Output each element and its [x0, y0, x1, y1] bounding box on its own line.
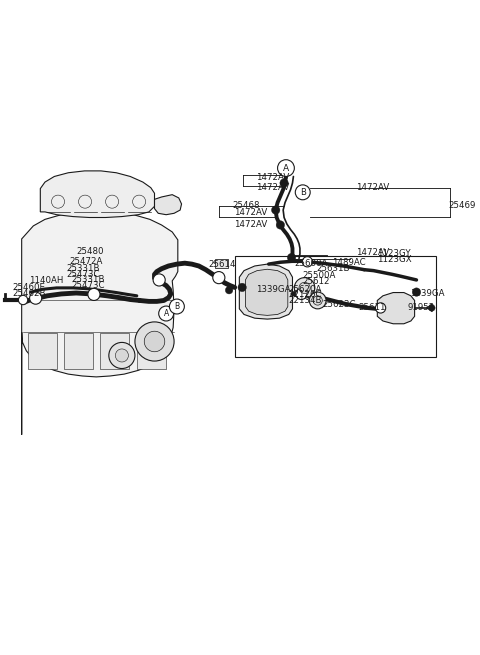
Text: 25468: 25468: [232, 201, 260, 210]
Text: 25623C: 25623C: [322, 300, 356, 309]
Text: 1472AV: 1472AV: [356, 183, 389, 192]
Text: B: B: [174, 302, 180, 311]
Bar: [100, 333, 129, 369]
Circle shape: [295, 185, 310, 200]
Text: 1140AH: 1140AH: [29, 276, 63, 286]
Circle shape: [169, 299, 184, 314]
Circle shape: [30, 292, 42, 304]
Text: 1472AV: 1472AV: [356, 248, 389, 257]
Bar: [64, 333, 93, 369]
Circle shape: [226, 286, 233, 294]
Text: 25469: 25469: [448, 201, 476, 210]
Circle shape: [213, 272, 225, 284]
Text: 1339GA: 1339GA: [410, 290, 444, 299]
Text: 1489AC: 1489AC: [332, 258, 365, 267]
Circle shape: [159, 306, 174, 321]
Circle shape: [412, 288, 420, 296]
Text: 25331B: 25331B: [66, 264, 99, 273]
Polygon shape: [40, 171, 155, 217]
Polygon shape: [245, 269, 288, 315]
Polygon shape: [240, 264, 292, 319]
Text: B: B: [300, 188, 306, 196]
Circle shape: [135, 322, 174, 361]
Text: 1472AV: 1472AV: [234, 219, 267, 229]
Text: 25462B: 25462B: [12, 290, 46, 299]
Text: 25614: 25614: [209, 259, 236, 269]
Circle shape: [280, 179, 288, 187]
Circle shape: [313, 296, 322, 305]
Circle shape: [272, 206, 280, 214]
Circle shape: [277, 160, 294, 176]
Text: 1123GY: 1123GY: [377, 250, 411, 258]
Text: 25631B: 25631B: [317, 264, 350, 273]
Circle shape: [302, 257, 312, 267]
Circle shape: [296, 288, 307, 299]
Text: 1472AV: 1472AV: [234, 208, 267, 217]
Text: 1123GX: 1123GX: [377, 255, 412, 264]
Text: 25612: 25612: [303, 277, 330, 286]
Text: 22126C: 22126C: [289, 290, 322, 299]
Text: 22134B: 22134B: [289, 296, 322, 305]
Bar: [28, 333, 57, 369]
Text: 25620A: 25620A: [289, 285, 322, 294]
Circle shape: [115, 349, 129, 362]
Text: 25473C: 25473C: [66, 270, 99, 279]
Circle shape: [109, 343, 135, 369]
Text: 25331B: 25331B: [72, 276, 105, 284]
Circle shape: [18, 295, 28, 305]
Circle shape: [153, 274, 165, 286]
Bar: [235, 255, 436, 358]
Text: A: A: [164, 309, 169, 318]
Circle shape: [288, 253, 296, 262]
Polygon shape: [22, 211, 178, 435]
Text: 25611: 25611: [359, 303, 386, 312]
Text: 91952: 91952: [407, 303, 434, 312]
Text: 25600A: 25600A: [294, 259, 328, 268]
Text: 1472AV: 1472AV: [256, 183, 289, 192]
Polygon shape: [155, 195, 181, 215]
Text: 25472A: 25472A: [70, 257, 103, 266]
Circle shape: [429, 305, 435, 311]
Polygon shape: [377, 293, 415, 324]
Bar: [137, 333, 166, 369]
Text: 25473C: 25473C: [72, 281, 105, 290]
Circle shape: [88, 288, 100, 301]
Text: 1472AV: 1472AV: [256, 173, 289, 182]
Text: 25480: 25480: [76, 248, 104, 257]
Text: A: A: [283, 164, 289, 172]
Circle shape: [309, 292, 326, 309]
Bar: [215, 259, 228, 268]
Circle shape: [276, 221, 285, 229]
Text: 25460E: 25460E: [12, 283, 45, 292]
Circle shape: [238, 283, 246, 291]
Circle shape: [294, 278, 315, 298]
Text: 1339GA: 1339GA: [256, 285, 290, 294]
Circle shape: [375, 303, 386, 313]
Text: 25500A: 25500A: [303, 271, 336, 280]
Circle shape: [144, 331, 165, 352]
Circle shape: [299, 282, 310, 293]
